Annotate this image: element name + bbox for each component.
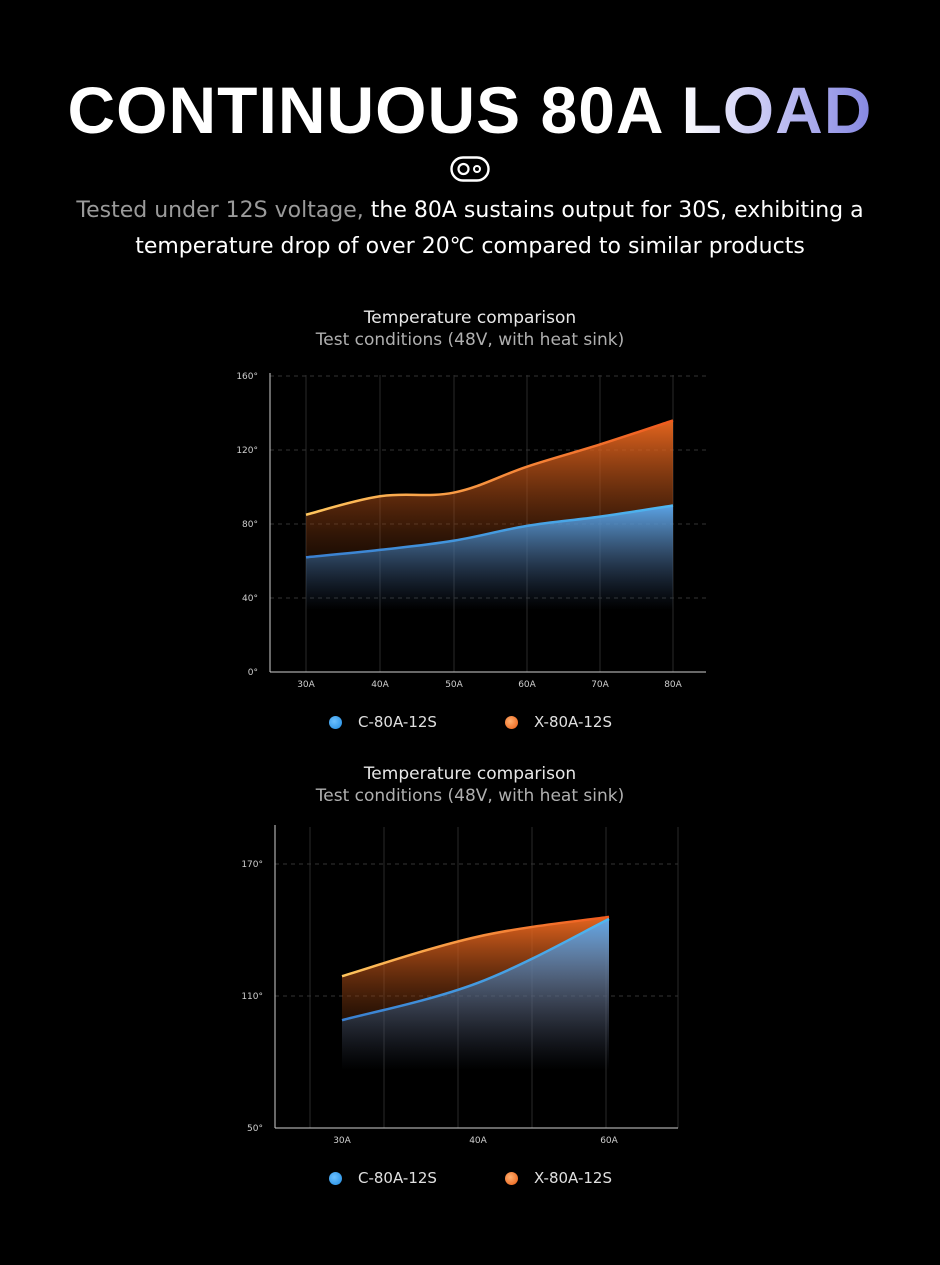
legend-label-c: C-80A-12S — [358, 713, 437, 731]
chart1-title: Temperature comparison — [363, 308, 577, 328]
legend-item-c: C-80A-12S — [329, 1169, 437, 1187]
legend-item-x: X-80A-12S — [505, 713, 612, 731]
subtitle-dim: Tested under 12S voltage, — [76, 198, 364, 223]
chart2-subtitle: Test conditions (48V, with heat sink) — [315, 786, 625, 806]
toggle-logo-icon — [450, 156, 490, 182]
chart2: 50° 110° 170° 30A 40A 60A — [241, 825, 679, 1146]
x-tick-label: 80A — [664, 680, 682, 690]
x-tick-label: 30A — [333, 1136, 351, 1146]
chart1-subtitle: Test conditions (48V, with heat sink) — [315, 330, 625, 350]
x-tick-label: 70A — [591, 680, 609, 690]
chart2-title: Temperature comparison — [363, 764, 577, 784]
y-tick-label: 80° — [242, 520, 258, 530]
chart1: 0° 40° 80° 120° 160° 30A 40A 50A 60A 70A 80A — [236, 372, 706, 690]
y-tick-label: 110° — [241, 992, 263, 1002]
x-tick-label: 60A — [600, 1136, 618, 1146]
x-tick-label: 50A — [445, 680, 463, 690]
orange-dot-icon — [505, 715, 518, 729]
y-tick-label: 50° — [247, 1124, 263, 1134]
y-tick-label: 120° — [236, 446, 258, 456]
subtitle-bright: the 80A sustains output for 30S, exhibit… — [363, 198, 864, 223]
orange-dot-icon — [505, 1171, 518, 1185]
y-tick-label: 0° — [248, 668, 258, 678]
series-line-c-80a-12s — [341, 917, 610, 1022]
y-tick-label: 170° — [241, 860, 263, 870]
series-line-x-80a-12s — [305, 419, 674, 516]
series-line-c-80a-12s — [305, 504, 674, 559]
legend-label-x: X-80A-12S — [534, 713, 612, 731]
series-line-x-80a-12s — [341, 915, 610, 978]
series-area-c-80a-12s — [306, 505, 673, 610]
legend-label-x: X-80A-12S — [534, 1169, 612, 1187]
blue-dot-icon — [329, 715, 342, 729]
blue-dot-icon — [329, 1171, 342, 1185]
legend-label-c: C-80A-12S — [358, 1169, 437, 1187]
x-tick-label: 40A — [371, 680, 389, 690]
subtitle-line-1: Tested under 12S voltage, the 80A sustai… — [0, 198, 940, 223]
headline: CONTINUOUS 80A LOAD — [0, 72, 940, 148]
x-tick-label: 30A — [297, 680, 315, 690]
legend-item-c: C-80A-12S — [329, 713, 437, 731]
x-tick-label: 40A — [469, 1136, 487, 1146]
series-area-c-80a-12s — [342, 919, 609, 1070]
y-tick-label: 160° — [236, 372, 258, 382]
legend-item-x: X-80A-12S — [505, 1169, 612, 1187]
y-tick-label: 40° — [242, 594, 258, 604]
subtitle-line-2: temperature drop of over 20℃ compared to… — [135, 234, 805, 259]
x-tick-label: 60A — [518, 680, 536, 690]
